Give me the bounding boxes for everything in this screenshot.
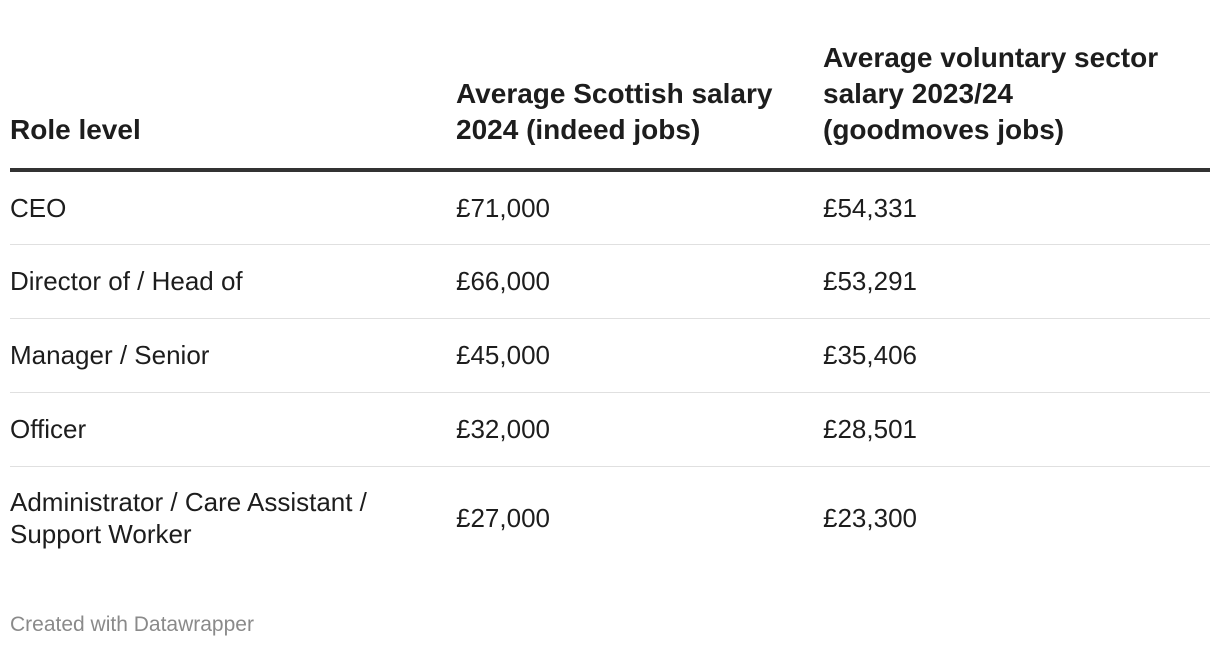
- role-cell: Administrator / Care Assistant / Support…: [10, 487, 367, 550]
- table-row: Administrator / Care Assistant / Support…: [10, 466, 1210, 574]
- header-role-level: Role level: [10, 0, 456, 172]
- table-row: Manager / Senior £45,000 £35,406: [10, 318, 1210, 393]
- header-scottish-salary: Average Scottish salary 2024 (indeed job…: [456, 0, 823, 172]
- datawrapper-credit: Created with Datawrapper: [10, 613, 254, 636]
- voluntary-salary-cell: £53,291: [823, 244, 1210, 319]
- table-row: CEO £71,000 £54,331: [10, 170, 1210, 245]
- scottish-salary-cell: £45,000: [456, 318, 823, 393]
- table-row: Officer £32,000 £28,501: [10, 392, 1210, 467]
- scottish-salary-cell: £32,000: [456, 392, 823, 467]
- voluntary-salary-cell: £35,406: [823, 318, 1210, 393]
- voluntary-salary-cell: £23,300: [823, 503, 917, 534]
- scottish-salary-cell: £71,000: [456, 170, 823, 245]
- header-voluntary-salary: Average voluntary sector salary 2023/24 …: [823, 0, 1210, 172]
- role-cell: CEO: [10, 170, 456, 245]
- voluntary-salary-cell: £54,331: [823, 170, 1210, 245]
- table-body: CEO £71,000 £54,331 Director of / Head o…: [10, 170, 1210, 574]
- table-header: Role level Average Scottish salary 2024 …: [10, 0, 1210, 172]
- role-cell: Director of / Head of: [10, 244, 456, 319]
- header-row: Role level Average Scottish salary 2024 …: [10, 0, 1210, 172]
- table-row: Director of / Head of £66,000 £53,291: [10, 244, 1210, 319]
- scottish-salary-cell: £66,000: [456, 244, 823, 319]
- salary-table-container: Role level Average Scottish salary 2024 …: [10, 0, 1210, 574]
- scottish-salary-cell: £27,000: [456, 503, 550, 534]
- role-cell: Officer: [10, 392, 456, 467]
- voluntary-salary-cell: £28,501: [823, 392, 1210, 467]
- salary-table: Role level Average Scottish salary 2024 …: [10, 0, 1210, 574]
- role-cell: Manager / Senior: [10, 318, 456, 393]
